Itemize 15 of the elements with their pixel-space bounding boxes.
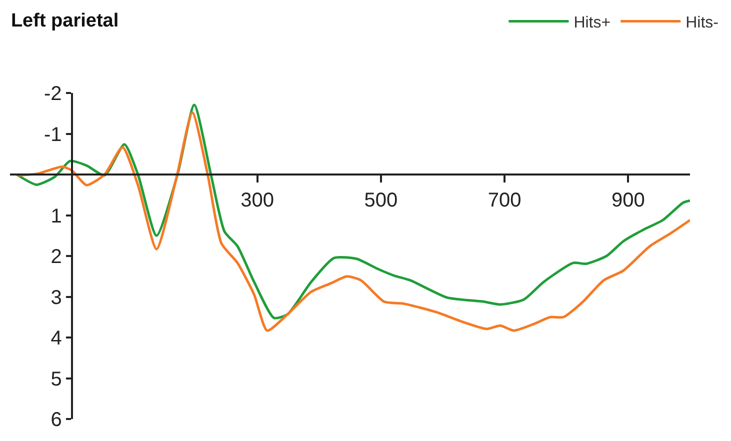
y-tick-label: 4	[50, 328, 62, 350]
chart-title: Left parietal	[10, 10, 119, 32]
legend-label: Hits-	[686, 14, 718, 32]
x-tick-label: 900	[611, 190, 645, 212]
x-tick-label: 500	[364, 190, 398, 212]
y-tick-label: 6	[50, 409, 62, 431]
y-tick-label: -2	[44, 83, 62, 105]
y-tick-label: 1	[50, 205, 62, 228]
y-tick-label: 2	[50, 246, 62, 268]
y-tick-label: -1	[44, 124, 62, 146]
x-tick-label: 700	[488, 190, 522, 212]
x-tick-label: 300	[240, 190, 274, 212]
y-tick-label: 5	[50, 368, 62, 390]
legend-label: Hits+	[574, 14, 611, 32]
y-tick-label: 3	[50, 286, 62, 309]
